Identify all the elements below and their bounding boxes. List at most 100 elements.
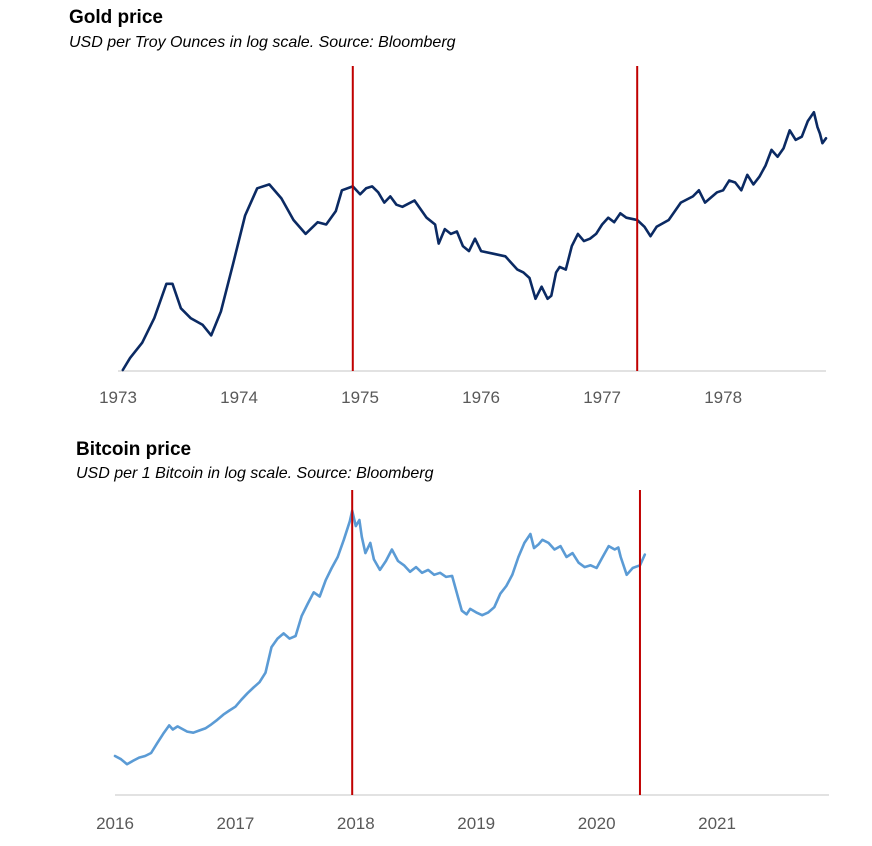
data-point [752,183,755,186]
data-point [349,520,351,523]
x-tick-label: 1978 [704,388,742,407]
x-tick-label: 2020 [578,814,616,833]
data-point [401,206,404,208]
data-point [492,252,495,255]
data-point [571,552,574,554]
data-point [379,569,381,571]
data-point [268,183,271,186]
data-point [613,548,616,551]
x-tick-label: 2016 [96,814,134,833]
data-point [156,742,158,745]
data-point [704,201,706,204]
data-point [655,226,658,228]
data-point [583,566,586,568]
data-point [523,542,526,544]
x-tick-label: 1975 [341,388,379,407]
data-point [395,203,398,206]
data-point [625,574,628,576]
data-point [258,681,261,683]
data-point [619,556,622,558]
data-point [764,164,767,167]
data-point [361,536,363,538]
data-point [571,245,573,247]
data-point [821,142,824,144]
data-point [172,728,174,731]
data-point [511,574,514,576]
data-point [280,197,283,200]
x-tick-label: 2017 [216,814,254,833]
data-point [451,575,453,577]
data-point [547,542,550,544]
data-point [457,597,460,599]
x-tick-label: 2019 [457,814,495,833]
data-point [782,147,785,149]
data-point [312,591,315,594]
data-point [565,556,568,558]
data-point [533,547,535,549]
data-point [475,611,478,614]
gold-plot: 1973 1974 1975 1976 1977 1978 [99,66,828,407]
data-point [643,226,646,228]
data-point [499,592,502,595]
data-point [282,632,285,635]
data-point [746,174,749,176]
data-point [240,698,243,701]
data-point [583,240,585,242]
data-point [421,572,423,574]
data-point [480,250,482,252]
data-point [465,613,468,616]
data-point [325,223,328,226]
data-point [716,191,718,194]
data-point [550,294,553,297]
x-tick-label: 1974 [220,388,258,407]
data-point [444,228,446,230]
data-point [120,758,122,760]
data-point [631,567,634,569]
data-point [252,686,255,689]
data-point [256,187,259,190]
data-point [481,614,484,616]
data-point [336,556,339,558]
data-point [589,237,591,240]
data-point [132,760,134,762]
data-point [540,285,543,288]
data-point [210,723,213,726]
data-point [210,334,212,337]
data-point [114,755,116,757]
data-point [434,223,436,226]
data-point [397,560,399,562]
data-point [216,719,219,721]
data-point [474,237,476,240]
data-point [168,724,170,727]
data-point [522,271,525,274]
data-point [740,189,743,192]
data-point [667,219,670,221]
data-point [171,283,174,285]
data-point [150,752,152,754]
data-point [409,571,411,573]
data-point [734,181,736,184]
data-point [559,545,562,547]
data-point [220,310,222,313]
data-point [461,609,463,612]
data-point [377,191,380,194]
data-point [373,558,375,561]
data-point [788,129,791,132]
data-point [341,189,343,192]
data-point [176,725,179,728]
data-point [300,615,303,617]
data-point [462,245,464,247]
data-point [228,709,231,712]
data-point [555,271,557,274]
data-point [528,277,531,279]
x-tick-label: 1976 [462,388,500,407]
data-point [144,755,146,757]
data-point [389,195,392,198]
data-point [138,756,140,759]
data-point [680,201,682,204]
data-point [619,212,622,215]
data-point [222,713,225,716]
data-point [180,727,182,730]
data-point [201,324,204,326]
data-point [504,255,507,258]
